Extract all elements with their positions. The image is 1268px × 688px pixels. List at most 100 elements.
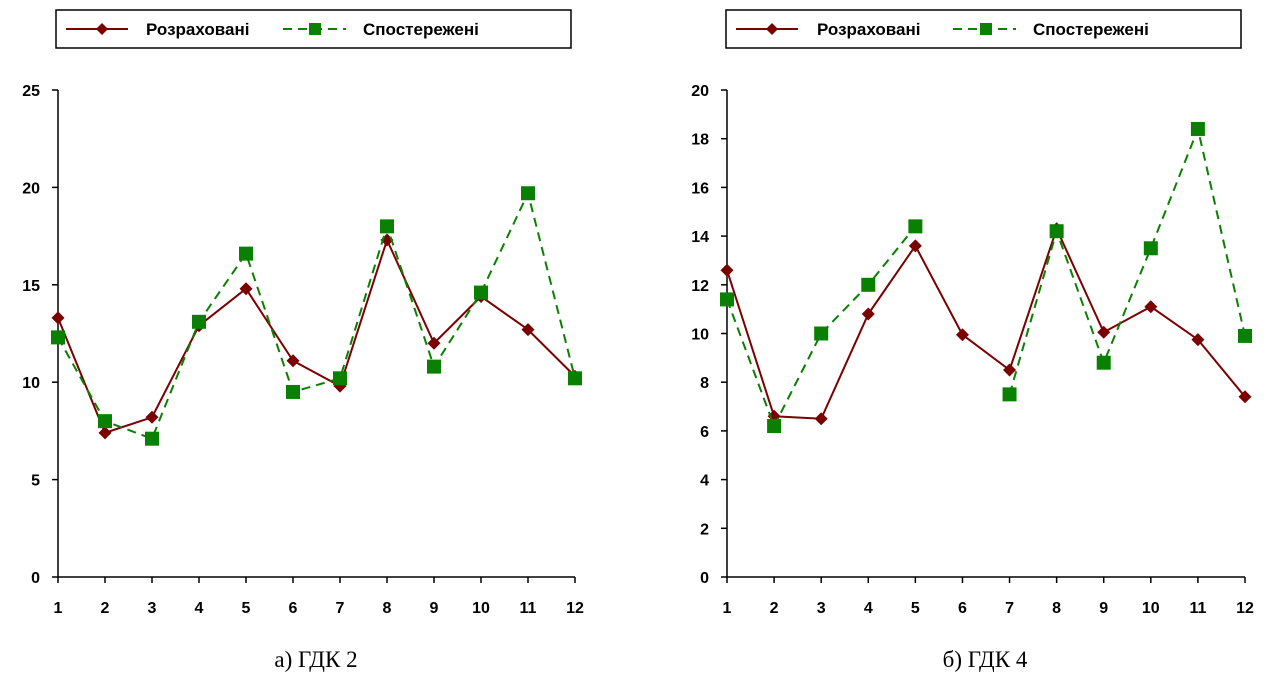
observed-point	[1002, 387, 1017, 402]
legend-box	[725, 9, 1242, 49]
y-tick-label: 8	[700, 375, 709, 392]
y-tick-label: 10	[22, 375, 40, 392]
legend-observed-marker	[309, 23, 321, 35]
x-tick-label: 11	[520, 600, 537, 617]
observed-point	[286, 384, 300, 399]
y-tick-label: 20	[22, 180, 40, 197]
observed-point	[861, 277, 876, 292]
x-tick-label: 5	[911, 600, 920, 617]
x-tick-label: 7	[336, 600, 345, 617]
y-tick-label: 4	[700, 473, 709, 490]
x-tick-label: 6	[289, 600, 298, 617]
calculated-point	[239, 282, 253, 296]
observed-point	[767, 419, 782, 434]
observed-point	[814, 326, 829, 341]
x-tick-label: 1	[54, 600, 63, 617]
calculated-point	[955, 328, 969, 342]
observed-point	[192, 314, 206, 329]
x-tick-label: 9	[430, 600, 439, 617]
x-tick-label: 12	[566, 600, 584, 617]
observed-point	[51, 330, 65, 345]
y-tick-label: 10	[691, 327, 709, 344]
observed-point	[474, 285, 488, 300]
legend-observed-label: Спостережені	[363, 20, 479, 39]
calculated-point	[51, 311, 65, 325]
chart-caption: б) ГДК 4	[943, 647, 1028, 672]
x-tick-label: 9	[1099, 600, 1108, 617]
observed-point	[1238, 328, 1252, 343]
calculated-point	[908, 239, 922, 253]
observed-point	[908, 219, 923, 234]
legend-calculated-label: Розраховані	[817, 20, 920, 39]
series-observed-line	[57, 190, 576, 440]
observed-point	[427, 359, 441, 374]
legend-observed-marker	[980, 23, 992, 35]
x-tick-label: 4	[864, 600, 873, 617]
calculated-point	[98, 426, 112, 440]
x-tick-label: 8	[1052, 600, 1061, 617]
x-tick-label: 4	[195, 600, 204, 617]
x-tick-label: 10	[472, 600, 490, 617]
series-observed-line	[726, 225, 917, 429]
y-tick-label: 20	[691, 83, 709, 100]
calculated-point	[1003, 363, 1017, 377]
chart-caption: а) ГДК 2	[274, 647, 357, 672]
observed-point	[521, 186, 535, 201]
observed-point	[1190, 121, 1205, 136]
observed-point	[239, 246, 253, 261]
calculated-point	[1238, 390, 1252, 404]
observed-point	[145, 431, 159, 446]
calculated-point	[286, 354, 300, 368]
observed-point	[720, 292, 734, 307]
y-tick-label: 0	[700, 570, 709, 587]
x-tick-label: 1	[723, 600, 732, 617]
calculated-point	[861, 307, 875, 321]
y-tick-label: 2	[700, 521, 709, 538]
calculated-point	[720, 263, 734, 277]
calculated-point	[1144, 300, 1158, 314]
legend-calculated-label: Розраховані	[146, 20, 249, 39]
observed-point	[1049, 224, 1064, 239]
y-tick-label: 12	[691, 278, 709, 295]
observed-point	[380, 219, 394, 234]
calculated-point	[814, 412, 828, 426]
series-calculated-line	[726, 226, 1246, 420]
y-tick-label: 18	[691, 132, 709, 149]
legend-observed-label: Спостережені	[1033, 20, 1149, 39]
calculated-point	[145, 410, 159, 424]
calculated-point	[1191, 333, 1205, 347]
x-tick-label: 2	[101, 600, 110, 617]
series-calculated-line	[57, 237, 576, 435]
x-tick-label: 6	[958, 600, 967, 617]
x-tick-label: 3	[817, 600, 826, 617]
y-tick-label: 25	[22, 83, 40, 100]
x-tick-label: 8	[383, 600, 392, 617]
x-tick-label: 7	[1005, 600, 1014, 617]
y-tick-label: 0	[31, 570, 40, 587]
observed-point	[568, 371, 582, 386]
series-observed-line	[1008, 125, 1246, 395]
observed-point	[1143, 241, 1158, 256]
chart-2: Розраховані Спостережені02468101214161820…	[691, 9, 1254, 672]
x-tick-label: 2	[770, 600, 779, 617]
y-tick-label: 5	[31, 473, 40, 490]
legend-calculated-marker	[96, 23, 108, 35]
x-tick-label: 12	[1236, 600, 1254, 617]
y-tick-label: 6	[700, 424, 709, 441]
calculated-point	[521, 323, 535, 337]
calculated-point	[1097, 325, 1111, 339]
x-tick-label: 11	[1189, 600, 1206, 617]
x-tick-label: 5	[242, 600, 251, 617]
observed-point	[98, 414, 112, 429]
x-tick-label: 10	[1142, 600, 1160, 617]
y-tick-label: 15	[22, 278, 40, 295]
x-tick-label: 3	[148, 600, 157, 617]
observed-point	[333, 371, 347, 386]
y-tick-label: 14	[691, 229, 709, 246]
calculated-point	[427, 336, 441, 350]
legend-calculated-marker	[766, 23, 778, 35]
observed-point	[1096, 355, 1111, 370]
y-tick-label: 16	[691, 180, 709, 197]
